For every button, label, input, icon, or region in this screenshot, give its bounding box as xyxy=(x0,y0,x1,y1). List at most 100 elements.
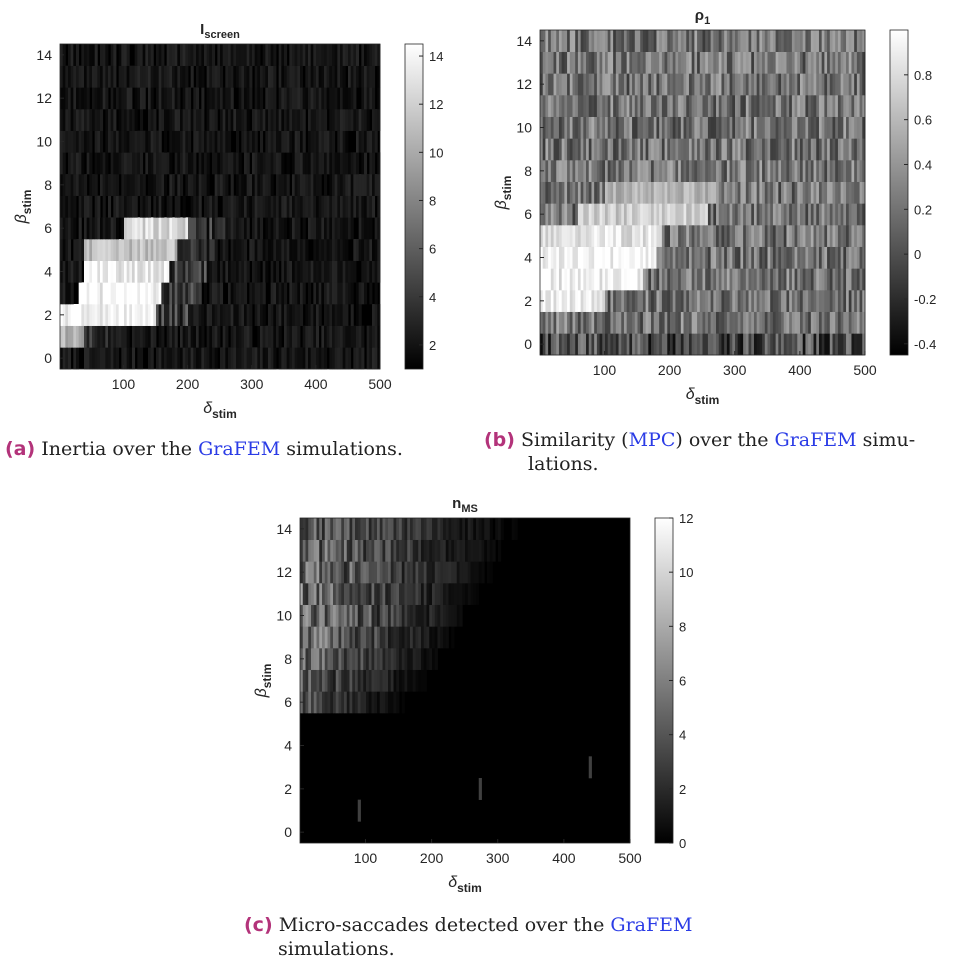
heatmap-cell xyxy=(346,604,350,627)
heatmap-cell xyxy=(651,268,655,291)
heatmap-cell xyxy=(357,691,361,714)
heatmap-cell xyxy=(153,109,157,131)
heatmap-cell xyxy=(588,73,592,96)
heatmap-cell xyxy=(377,152,381,175)
heatmap-cell xyxy=(481,518,485,540)
heatmap-cell xyxy=(161,304,165,326)
heatmap-cell xyxy=(862,290,866,312)
heatmap-cell xyxy=(456,539,460,562)
heatmap-cell xyxy=(292,65,296,88)
heatmap-cell xyxy=(672,246,676,269)
heatmap-cell xyxy=(640,138,644,161)
heatmap-cell xyxy=(349,539,353,562)
heatmap-cell xyxy=(357,518,361,540)
heatmap-cell xyxy=(648,203,652,226)
caption-b-link-mpc[interactable]: MPC xyxy=(628,429,676,451)
heatmap-cell xyxy=(313,130,317,153)
heatmap-cell xyxy=(338,604,342,627)
heatmap-cell xyxy=(567,138,571,161)
heatmap-cell xyxy=(556,290,560,312)
heatmap-cell xyxy=(335,669,339,692)
heatmap-cell xyxy=(577,160,582,182)
heatmap-cell xyxy=(156,347,160,370)
heatmap-cell xyxy=(126,325,130,348)
heatmap-cell xyxy=(401,604,405,627)
heatmap-cell xyxy=(634,51,638,74)
heatmap-cell xyxy=(418,669,422,692)
heatmap-cell xyxy=(437,539,441,562)
heatmap-cell xyxy=(808,116,812,139)
heatmap-cell xyxy=(623,30,628,52)
heatmap-cell xyxy=(329,260,333,283)
heatmap-cell xyxy=(610,268,614,291)
heatmap-cell xyxy=(185,44,189,66)
heatmap-cell xyxy=(150,347,154,370)
heatmap-cell xyxy=(217,325,221,348)
heatmap-cell xyxy=(412,518,416,540)
caption-a-link[interactable]: GraFEM xyxy=(198,438,281,460)
heatmap-cell xyxy=(813,160,817,182)
heatmap-cell xyxy=(426,648,430,670)
heatmap-cell xyxy=(591,181,595,204)
heatmap-cell xyxy=(770,268,774,291)
heatmap-cell xyxy=(399,648,403,670)
heatmap-cell xyxy=(212,44,216,66)
heatmap-cell xyxy=(651,160,655,182)
heatmap-cell xyxy=(683,333,687,356)
heatmap-cell xyxy=(284,217,288,240)
heatmap-cell xyxy=(358,217,362,240)
heatmap-cell xyxy=(691,95,695,117)
heatmap-cell xyxy=(73,44,77,66)
colorbar-tick-label: 0.6 xyxy=(914,113,932,128)
heatmap-cell xyxy=(843,73,847,96)
heatmap-cell xyxy=(588,160,592,182)
heatmap-cell xyxy=(697,73,701,96)
heatmap-cell xyxy=(764,225,768,247)
heatmap-cell xyxy=(642,138,647,161)
heatmap-cell xyxy=(97,239,101,261)
heatmap-cell xyxy=(808,51,812,74)
heatmap-cell xyxy=(302,152,306,175)
heatmap-cell xyxy=(148,174,152,196)
heatmap-cell xyxy=(699,51,703,74)
heatmap-cell xyxy=(324,691,328,714)
heatmap-cell xyxy=(214,217,218,240)
heatmap-cell xyxy=(569,181,573,204)
heatmap-cell xyxy=(672,290,676,312)
heatmap-cell xyxy=(637,311,641,334)
heatmap-cell xyxy=(372,304,376,326)
heatmap-cell xyxy=(244,195,248,218)
heatmap-cell xyxy=(169,44,173,66)
heatmap-cell xyxy=(659,268,663,291)
heatmap-cell xyxy=(150,87,154,110)
heatmap-cell xyxy=(228,217,232,240)
heatmap-cell xyxy=(361,87,365,110)
heatmap-cell xyxy=(174,347,178,370)
heatmap-cell xyxy=(583,73,587,96)
heatmap-cell xyxy=(105,260,109,283)
heatmap-cell xyxy=(316,691,320,714)
heatmap-cell xyxy=(542,95,546,117)
heatmap-cell xyxy=(670,246,674,269)
heatmap-cell xyxy=(257,260,261,283)
heatmap-cell xyxy=(302,648,306,670)
heatmap-cell xyxy=(588,246,592,269)
heatmap-cell xyxy=(786,290,790,312)
y-tick-label: 6 xyxy=(524,206,532,222)
heatmap-cell xyxy=(670,181,674,204)
heatmap-cell xyxy=(68,304,72,326)
heatmap-cell xyxy=(729,51,733,74)
heatmap-cell xyxy=(289,282,293,305)
y-tick-label: 12 xyxy=(36,90,52,106)
heatmap-cell xyxy=(421,583,425,605)
heatmap-cell xyxy=(238,239,242,261)
caption-c-link[interactable]: GraFEM xyxy=(610,914,693,936)
caption-b-link[interactable]: GraFEM xyxy=(774,429,857,451)
heatmap-cell xyxy=(356,109,360,131)
heatmap-cell xyxy=(651,246,655,269)
heatmap-cell xyxy=(158,217,162,240)
heatmap-cell xyxy=(228,65,232,88)
heatmap-cell xyxy=(772,51,777,74)
y-tick-label: 0 xyxy=(524,336,532,352)
heatmap-cell xyxy=(333,648,337,670)
